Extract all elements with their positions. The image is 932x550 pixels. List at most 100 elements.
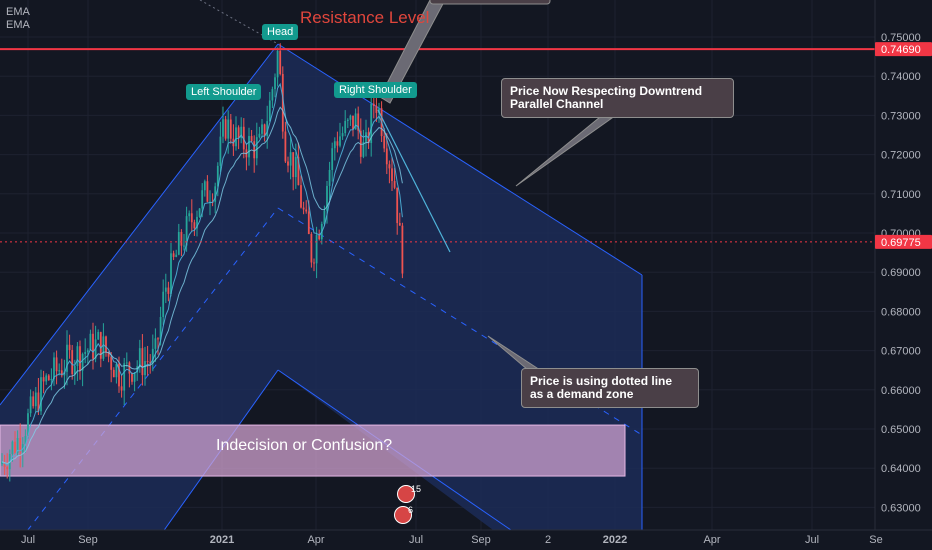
time-tick-label: Apr bbox=[307, 534, 324, 546]
price-tick-label: 0.75000 bbox=[881, 32, 921, 44]
top-callout-box bbox=[429, 0, 551, 5]
candle-body bbox=[315, 235, 318, 264]
candle-body bbox=[141, 348, 144, 376]
candle-body bbox=[206, 181, 209, 202]
candle-body bbox=[253, 141, 256, 159]
candle-body bbox=[193, 222, 196, 229]
candle-body bbox=[110, 356, 113, 370]
candle-body bbox=[50, 379, 53, 381]
candle-body bbox=[32, 396, 35, 407]
candle-body bbox=[40, 377, 42, 412]
candle-body bbox=[107, 352, 110, 357]
event-marker-icon-2[interactable] bbox=[394, 506, 412, 524]
candle-body bbox=[37, 392, 40, 412]
ema-legend-1[interactable]: EMA bbox=[6, 6, 30, 18]
channel-callout-pointer bbox=[515, 116, 614, 187]
candle-body bbox=[29, 396, 32, 414]
candle-body bbox=[271, 89, 274, 101]
price-tick-label: 0.71000 bbox=[881, 189, 921, 201]
demand-zone-box bbox=[0, 424, 626, 477]
ema-legend-2[interactable]: EMA bbox=[6, 19, 30, 31]
candle-body bbox=[24, 435, 27, 445]
candle-body bbox=[183, 245, 185, 247]
candle-body bbox=[6, 467, 9, 470]
candle-body bbox=[97, 332, 100, 340]
candle-body bbox=[157, 338, 159, 340]
head-tag: Head bbox=[262, 24, 299, 40]
time-tick-label: 2021 bbox=[210, 534, 234, 546]
candle-body bbox=[115, 364, 118, 378]
time-axis: Jul Sep 2021 Apr Jul Sep 2 2022 Apr Jul Se bbox=[0, 529, 932, 550]
candle-body bbox=[398, 223, 401, 226]
candle-body bbox=[128, 362, 131, 374]
candle-body bbox=[268, 100, 271, 122]
candle-body bbox=[318, 235, 321, 240]
price-tick-label: 0.68000 bbox=[881, 306, 921, 318]
candle-body bbox=[136, 366, 139, 373]
indicator-legend[interactable]: EMA EMA bbox=[6, 6, 30, 32]
candle-body bbox=[359, 130, 362, 157]
candle-body bbox=[144, 361, 146, 376]
candle-body bbox=[341, 133, 344, 137]
candle-body bbox=[73, 365, 76, 375]
candle-body bbox=[344, 120, 347, 134]
candle-body bbox=[310, 233, 313, 263]
candle-body bbox=[164, 287, 167, 292]
candle-body bbox=[175, 254, 178, 257]
price-axis-bg bbox=[875, 0, 932, 550]
candle-body bbox=[47, 375, 50, 381]
candle-body bbox=[84, 352, 87, 354]
candle-body bbox=[357, 113, 360, 131]
price-tick-label: 0.73000 bbox=[881, 110, 921, 122]
dotted-line-callout: Price is using dotted line as a demand z… bbox=[521, 368, 699, 408]
candle-body bbox=[242, 126, 245, 150]
candle-body bbox=[248, 136, 250, 158]
candle-body bbox=[365, 132, 367, 142]
candle-body bbox=[302, 207, 305, 210]
candle-body bbox=[284, 131, 287, 162]
candle-body bbox=[53, 357, 55, 380]
candle-body bbox=[42, 377, 45, 382]
candle-body bbox=[297, 156, 300, 186]
candle-body bbox=[131, 373, 133, 382]
time-tick-label: Se bbox=[869, 534, 882, 546]
candle-body bbox=[235, 127, 237, 147]
candle-body bbox=[198, 208, 201, 217]
candle-body bbox=[263, 124, 266, 136]
candle-body bbox=[149, 361, 152, 363]
price-tick-label: 0.64000 bbox=[881, 463, 921, 475]
candle-body bbox=[27, 413, 29, 436]
price-marker-label: 0.69775 bbox=[881, 237, 921, 249]
candle-body bbox=[214, 186, 217, 202]
zone-label: Indecision or Confusion? bbox=[216, 437, 393, 454]
price-marker-bg bbox=[875, 234, 932, 249]
candle-body bbox=[203, 181, 206, 191]
time-tick-label: Jul bbox=[805, 534, 819, 546]
candle-body bbox=[201, 190, 204, 209]
candle-body bbox=[3, 461, 6, 468]
candle-body bbox=[105, 336, 107, 353]
event-marker-icon[interactable] bbox=[397, 485, 415, 503]
candle-body bbox=[118, 364, 120, 387]
time-tick-label: Sep bbox=[471, 534, 491, 546]
candle-body bbox=[170, 253, 172, 294]
candle-body bbox=[76, 346, 79, 366]
candle-body bbox=[274, 77, 276, 90]
time-tick-label: Apr bbox=[703, 534, 720, 546]
candle-body bbox=[294, 156, 297, 178]
candle-body bbox=[162, 291, 165, 317]
channel-callout: Price Now Respecting Downtrend Parallel … bbox=[501, 78, 734, 118]
candle-body bbox=[328, 169, 331, 186]
candle-body bbox=[89, 333, 92, 351]
candle-body bbox=[177, 231, 180, 255]
ema-lines bbox=[1, 82, 403, 466]
candle-body bbox=[383, 136, 386, 149]
ema-line-slow bbox=[1, 106, 403, 464]
candle-body bbox=[138, 348, 141, 367]
candle-body bbox=[289, 152, 292, 166]
candle-body bbox=[326, 185, 328, 211]
candle-body bbox=[339, 136, 341, 146]
candle-body bbox=[123, 363, 126, 391]
candle-body bbox=[237, 127, 240, 138]
price-marker-label: 0.74690 bbox=[881, 44, 921, 56]
